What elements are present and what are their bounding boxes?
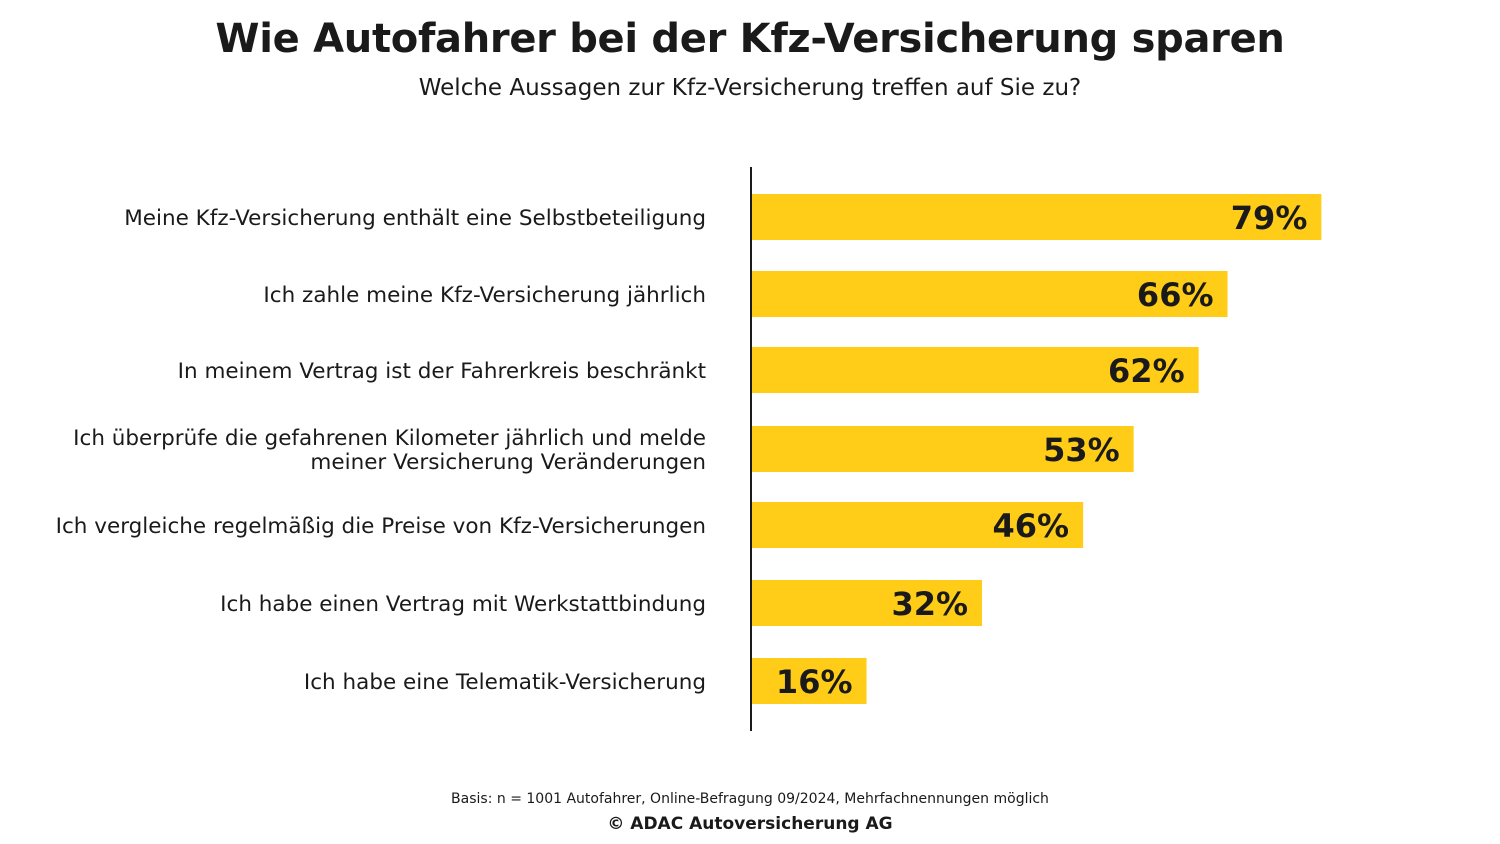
footnote: Basis: n = 1001 Autofahrer, Online-Befra… — [451, 791, 1049, 807]
value-label-2: 66% — [1137, 276, 1214, 314]
value-label-6: 32% — [891, 585, 968, 623]
category-label-2: Ich zahle meine Kfz-Versicherung jährlic… — [263, 283, 706, 308]
chart-title: Wie Autofahrer bei der Kfz-Versicherung … — [215, 16, 1285, 62]
bar-6 — [751, 580, 983, 626]
value-label-3: 62% — [1108, 352, 1185, 390]
category-label-6: Ich habe einen Vertrag mit Werkstattbind… — [220, 592, 706, 617]
bar-5 — [751, 502, 1084, 548]
category-label-7: Ich habe eine Telematik-Versicherung — [304, 670, 706, 695]
bar-7 — [751, 658, 867, 704]
category-label-3: In meinem Vertrag ist der Fahrerkreis be… — [178, 359, 706, 384]
chart-subtitle: Welche Aussagen zur Kfz-Versicherung tre… — [418, 75, 1082, 101]
value-label-5: 46% — [993, 507, 1070, 545]
bar-3 — [751, 347, 1199, 393]
category-label-1: Meine Kfz-Versicherung enthält eine Selb… — [124, 206, 706, 231]
category-label-5: Ich vergleiche regelmäßig die Preise von… — [56, 514, 706, 539]
bar-4 — [751, 426, 1134, 472]
value-label-7: 16% — [776, 663, 853, 701]
category-label-4: Ich überprüfe die gefahrenen Kilometer j… — [73, 426, 706, 475]
bar-1 — [751, 194, 1322, 240]
value-label-4: 53% — [1043, 431, 1120, 469]
bar-2 — [751, 271, 1228, 317]
copyright: © ADAC Autoversicherung AG — [607, 814, 893, 834]
value-label-1: 79% — [1231, 199, 1308, 237]
